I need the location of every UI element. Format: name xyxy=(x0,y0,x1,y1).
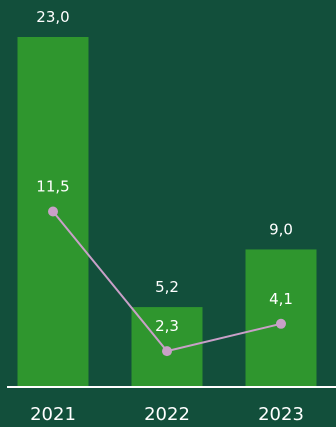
line-series-layer xyxy=(48,206,286,357)
bar-value-label-2021: 23,0 xyxy=(36,8,69,26)
x-tick-label-2023: 2023 xyxy=(258,404,304,425)
line-value-label-2023: 4,1 xyxy=(269,290,293,308)
x-tick-labels: 2021 2022 2023 xyxy=(30,404,304,425)
x-tick-label-2021: 2021 xyxy=(30,404,76,425)
bar-labels-layer: 23,0 5,2 9,0 xyxy=(36,8,293,296)
bar-2023 xyxy=(245,249,317,386)
x-tick-label-2022: 2022 xyxy=(144,404,190,425)
bar-value-label-2022: 5,2 xyxy=(155,278,179,296)
bar-value-label-2023: 9,0 xyxy=(269,220,293,238)
line-point-2023 xyxy=(276,318,286,329)
line-point-2022 xyxy=(162,346,172,357)
line-value-label-2021: 11,5 xyxy=(36,178,69,196)
line-labels-layer: 11,5 2,3 4,1 xyxy=(36,178,293,336)
line-value-label-2022: 2,3 xyxy=(155,317,179,335)
line-point-2021 xyxy=(48,206,58,217)
